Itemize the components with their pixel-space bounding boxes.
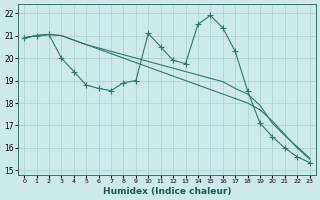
X-axis label: Humidex (Indice chaleur): Humidex (Indice chaleur) (103, 187, 231, 196)
